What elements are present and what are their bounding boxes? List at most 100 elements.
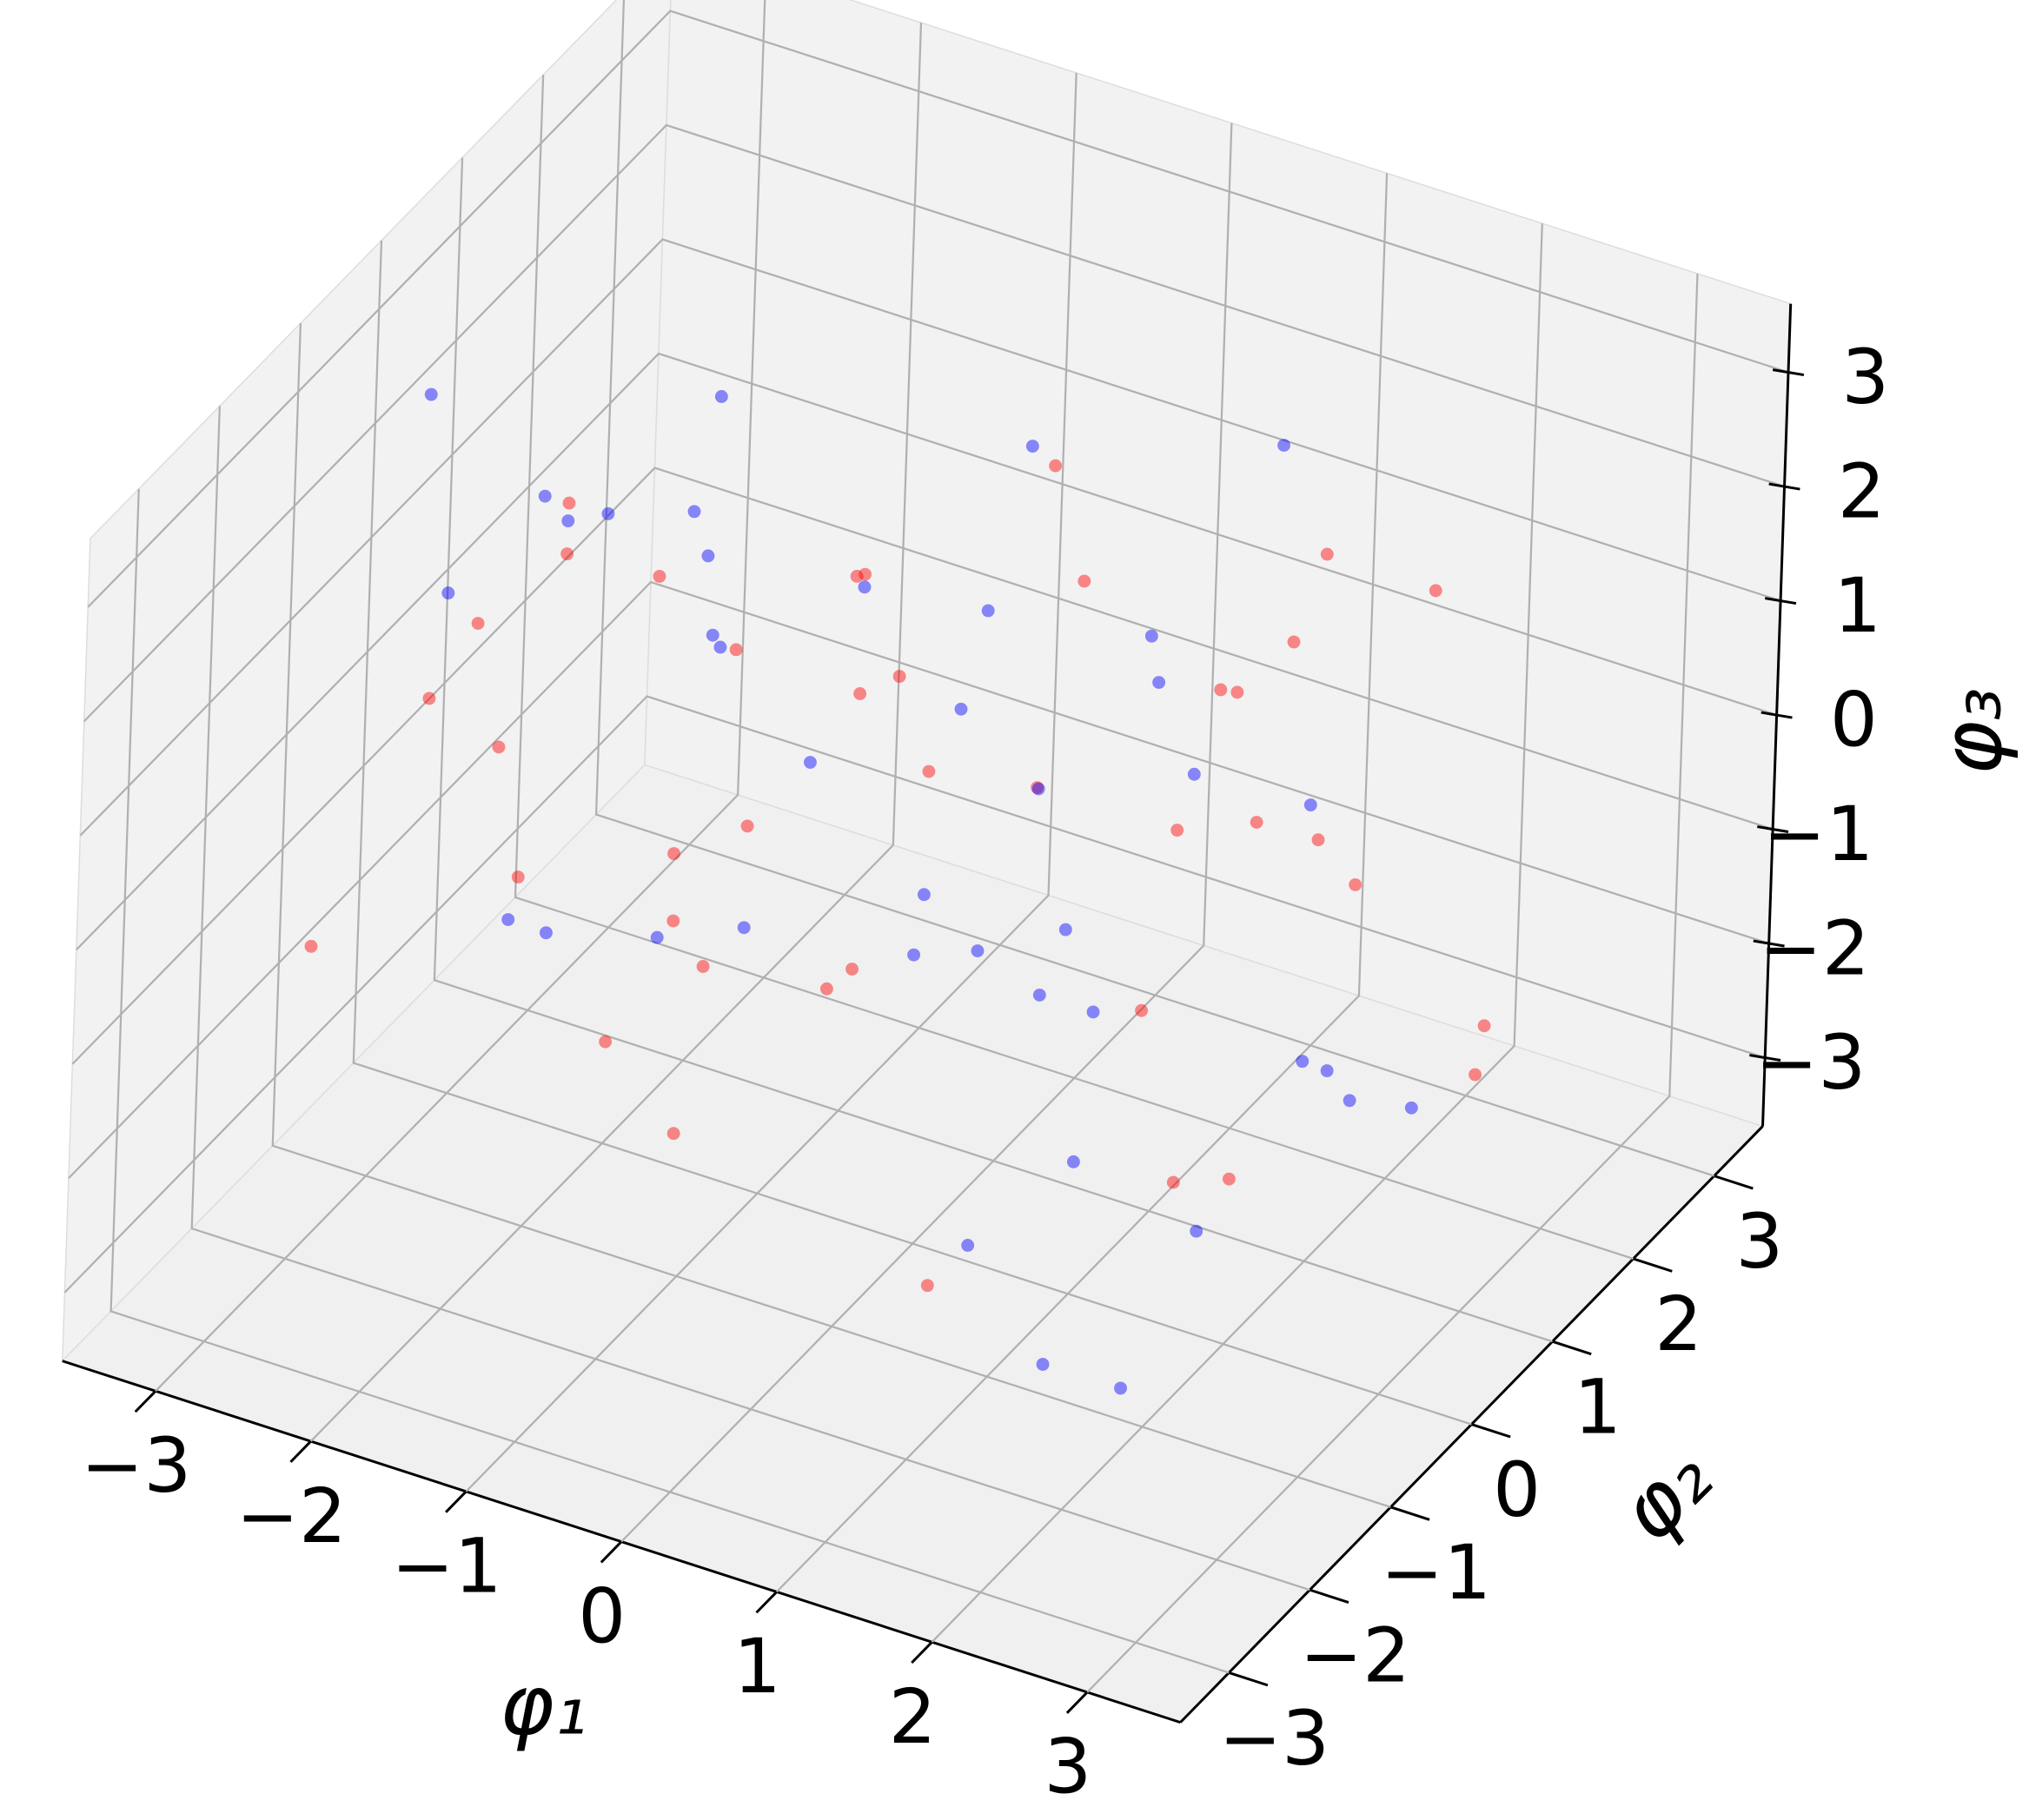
point bbox=[706, 628, 719, 642]
grid-line bbox=[190, 406, 1310, 1592]
z-tick bbox=[1757, 825, 1789, 833]
point bbox=[538, 489, 552, 503]
point bbox=[1058, 923, 1072, 936]
grid-line bbox=[309, 23, 923, 1442]
z-tick bbox=[1749, 1054, 1781, 1062]
point bbox=[737, 921, 751, 935]
x-tick-label: 2 bbox=[889, 1674, 937, 1761]
point bbox=[1349, 877, 1363, 891]
y-tick bbox=[1389, 1506, 1430, 1521]
point bbox=[601, 506, 615, 520]
point bbox=[1311, 833, 1325, 847]
x-tick-label: 3 bbox=[1044, 1724, 1091, 1811]
grid-line bbox=[155, 0, 766, 1393]
point bbox=[1296, 1055, 1310, 1069]
point bbox=[981, 604, 995, 618]
z-tick bbox=[1768, 482, 1800, 491]
point bbox=[1086, 1005, 1100, 1019]
y-tick-label: −2 bbox=[1300, 1612, 1410, 1699]
grid-line bbox=[514, 75, 1634, 1260]
point bbox=[1152, 676, 1166, 689]
point bbox=[1230, 685, 1244, 699]
point bbox=[1114, 1381, 1127, 1395]
point bbox=[1477, 1019, 1491, 1033]
y-tick-label: −3 bbox=[1219, 1696, 1329, 1783]
point bbox=[845, 963, 859, 976]
grid-line bbox=[76, 352, 1777, 951]
point bbox=[304, 939, 318, 953]
point bbox=[892, 670, 906, 684]
x-tick bbox=[755, 1591, 778, 1614]
y-tick-label: 1 bbox=[1574, 1365, 1621, 1452]
grid-line bbox=[71, 467, 1774, 1065]
x-axis-label: φ₁ bbox=[500, 1658, 587, 1754]
grid-line bbox=[352, 240, 1472, 1426]
y-tick bbox=[1471, 1423, 1511, 1439]
point bbox=[539, 926, 553, 940]
point bbox=[819, 982, 833, 996]
y-tick bbox=[1714, 1175, 1754, 1190]
point bbox=[511, 870, 525, 884]
z-tick-label: 3 bbox=[1841, 334, 1889, 421]
point bbox=[562, 496, 576, 510]
z-tick-label: −1 bbox=[1763, 791, 1873, 878]
grid-line bbox=[83, 123, 1785, 723]
point bbox=[1343, 1094, 1356, 1108]
grid-line bbox=[109, 488, 1230, 1674]
grid-line bbox=[68, 580, 1770, 1180]
point bbox=[858, 580, 872, 594]
point bbox=[1036, 1358, 1050, 1371]
x-tick bbox=[1065, 1691, 1089, 1714]
point bbox=[1287, 635, 1301, 649]
grid-line bbox=[1086, 273, 1699, 1693]
y-tick bbox=[1552, 1340, 1592, 1356]
point bbox=[961, 1239, 975, 1252]
point bbox=[1144, 629, 1158, 643]
point bbox=[853, 687, 867, 700]
point bbox=[1429, 584, 1442, 598]
point bbox=[1250, 816, 1263, 829]
point bbox=[696, 960, 710, 973]
point bbox=[701, 549, 715, 563]
point bbox=[714, 390, 728, 403]
point bbox=[1166, 1175, 1180, 1189]
x-tick bbox=[134, 1390, 157, 1413]
grid-line bbox=[931, 223, 1543, 1643]
z-tick-label: −2 bbox=[1760, 905, 1870, 992]
x-tick-label: −2 bbox=[236, 1473, 347, 1560]
grid-line bbox=[433, 157, 1553, 1343]
point bbox=[1135, 1003, 1149, 1017]
grid-line bbox=[87, 10, 1789, 608]
y-tick bbox=[1228, 1671, 1269, 1687]
point bbox=[740, 819, 754, 833]
point bbox=[422, 692, 436, 705]
z-tick-label: 0 bbox=[1830, 677, 1878, 764]
point bbox=[1025, 440, 1039, 453]
point bbox=[666, 1127, 680, 1141]
grid-line bbox=[594, 0, 1715, 1177]
point bbox=[1032, 988, 1046, 1002]
point bbox=[713, 640, 727, 654]
point bbox=[917, 888, 931, 902]
point bbox=[1277, 439, 1290, 452]
point bbox=[1320, 1064, 1334, 1078]
point bbox=[907, 948, 921, 962]
point bbox=[859, 567, 872, 581]
point bbox=[803, 756, 817, 769]
x-tick bbox=[911, 1641, 933, 1664]
y-tick-label: −1 bbox=[1381, 1530, 1491, 1617]
x-tick bbox=[289, 1440, 312, 1463]
point bbox=[1303, 798, 1317, 811]
x-tick-label: −3 bbox=[81, 1423, 191, 1510]
point bbox=[687, 505, 701, 519]
grid-line bbox=[63, 695, 1766, 1294]
point bbox=[424, 387, 438, 401]
point bbox=[471, 617, 485, 630]
point bbox=[1404, 1101, 1418, 1115]
grid-line bbox=[620, 122, 1233, 1543]
y-tick bbox=[1309, 1588, 1349, 1605]
point bbox=[850, 569, 864, 583]
z-tick-label: 1 bbox=[1833, 563, 1881, 650]
x-tick bbox=[600, 1540, 623, 1564]
